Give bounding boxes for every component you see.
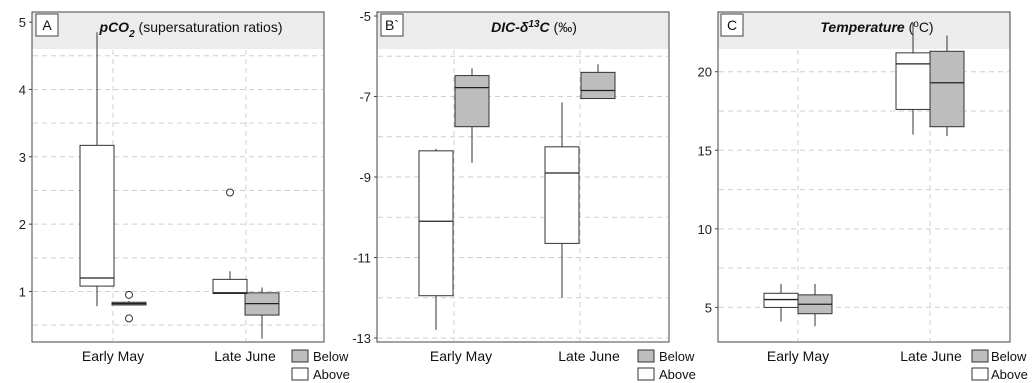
y-tick-label: -13 [352, 331, 371, 346]
panel-a-cat-early-may: Early May [82, 348, 144, 364]
panel-b-title: DIC-δ13C (‰) [491, 19, 577, 35]
panel-b-legend-below-label: Below [659, 349, 695, 364]
box-below-1 [244, 287, 280, 339]
box-above-1 [212, 188, 248, 295]
panel-c-legend-below-swatch [971, 349, 989, 363]
panel-a-title: pCO2 (supersaturation ratios) [99, 19, 283, 40]
y-tick-label: -11 [353, 250, 371, 265]
panel-c-cat-early-may: Early May [767, 348, 829, 364]
box-below-0 [454, 68, 490, 163]
y-tick-label: 2 [19, 217, 26, 232]
panel-a-title-rest: (supersaturation ratios) [135, 19, 283, 35]
y-tick-label: 10 [698, 222, 712, 237]
panel-b-legend-below-swatch [637, 349, 655, 363]
panel-b-y-axis: -5 -7 -9 -11 -13 [352, 9, 377, 346]
panel-b-title-rest: (‰) [550, 19, 577, 35]
y-tick-label: 1 [19, 284, 26, 299]
panel-b: B` DIC-δ13C (‰) -5 -7 -9 -11 -13 Early May L… [352, 9, 696, 382]
box-body [929, 50, 965, 128]
y-tick-label: 3 [19, 150, 26, 165]
panel-b-cat-early-may: Early May [430, 348, 492, 364]
panel-c-legend-above-swatch [971, 367, 989, 381]
panel-b-legend-above-label: Above [659, 367, 696, 382]
panel-c-letter-box [720, 13, 744, 37]
box-body [895, 52, 931, 110]
panel-b-boxes [418, 64, 616, 330]
box-above-0 [79, 32, 115, 307]
panel-a-letter: A [42, 17, 52, 33]
panel-a-legend-below-swatch [291, 349, 309, 363]
panel-a-legend-above-swatch [291, 367, 309, 381]
panel-b-title-sup: 13 [528, 19, 540, 30]
panel-c-letter: C [727, 17, 737, 33]
panel-b-legend: Below Above [637, 349, 696, 382]
box-above-0 [418, 148, 454, 330]
panel-a-plot-area [31, 11, 325, 343]
box-above-1 [895, 23, 931, 135]
panel-b-legend-above-swatch [637, 367, 655, 381]
box-below-1 [580, 64, 616, 100]
outlier-point [226, 188, 234, 197]
box-above-1 [544, 102, 580, 298]
panel-c-title-rest2: C) [919, 19, 934, 35]
panel-c-title-main: Temperature [820, 19, 905, 35]
panel-c-y-axis: 5 10 15 20 [698, 65, 718, 315]
panel-c-cat-late-june: Late June [900, 348, 962, 364]
outlier-point [125, 314, 133, 323]
panel-a-legend-above-label: Above [313, 367, 350, 382]
panel-c-title: Temperature (oC) [820, 19, 933, 35]
panel-c: C Temperature (oC) 5 10 15 20 Early May Lat… [698, 11, 1028, 382]
panel-b-title-main2: C [540, 19, 551, 35]
y-tick-label: 15 [698, 143, 712, 158]
panel-c-grid [719, 50, 1009, 341]
box-above-0 [763, 283, 799, 322]
panel-a-title-sub: 2 [128, 29, 135, 40]
panel-a-title-bar [32, 12, 324, 49]
panel-c-title-bar [718, 12, 1010, 49]
box-body [454, 75, 490, 128]
panel-a-cat-late-june: Late June [214, 348, 276, 364]
box-body [763, 292, 799, 308]
panel-c-title-rest: ( [905, 19, 914, 35]
panel-c-boxes [763, 23, 965, 327]
panel-c-title-sup: o [913, 19, 919, 30]
panel-a-y-axis: 1 2 3 4 5 [19, 15, 32, 299]
box-below-1 [929, 35, 965, 137]
box-body [580, 71, 616, 100]
y-tick-label: 5 [19, 15, 26, 30]
panel-b-letter: B` [385, 17, 399, 33]
panel-a-letter-box [35, 13, 59, 37]
y-tick-label: -5 [359, 9, 371, 24]
y-tick-label: -7 [359, 90, 371, 105]
panel-c-legend-above-label: Above [991, 367, 1028, 382]
box-body [212, 278, 248, 295]
outlier-point [125, 290, 133, 299]
box-body [79, 144, 115, 287]
panel-b-title-bar [377, 12, 669, 49]
box-body [418, 150, 454, 297]
box-body [544, 146, 580, 244]
panel-b-letter-box [380, 13, 404, 37]
panel-a-title-main: pCO [99, 19, 130, 35]
panel-a-boxes [79, 32, 280, 339]
y-tick-label: 20 [698, 65, 712, 80]
panel-a-legend-below-label: Below [313, 349, 349, 364]
box-below-0 [797, 283, 833, 327]
panel-c-legend-below-label: Below [991, 349, 1027, 364]
panel-b-title-main: DIC-δ [491, 19, 529, 35]
panel-c-plot-area [717, 11, 1011, 343]
y-tick-label: 4 [19, 82, 26, 97]
panel-b-cat-late-june: Late June [558, 348, 620, 364]
panel-a-legend: Below Above [291, 349, 350, 382]
box-below-0 [111, 290, 147, 323]
panel-c-legend: Below Above [971, 349, 1028, 382]
y-tick-label: 5 [705, 300, 712, 315]
y-tick-label: -9 [359, 170, 371, 185]
